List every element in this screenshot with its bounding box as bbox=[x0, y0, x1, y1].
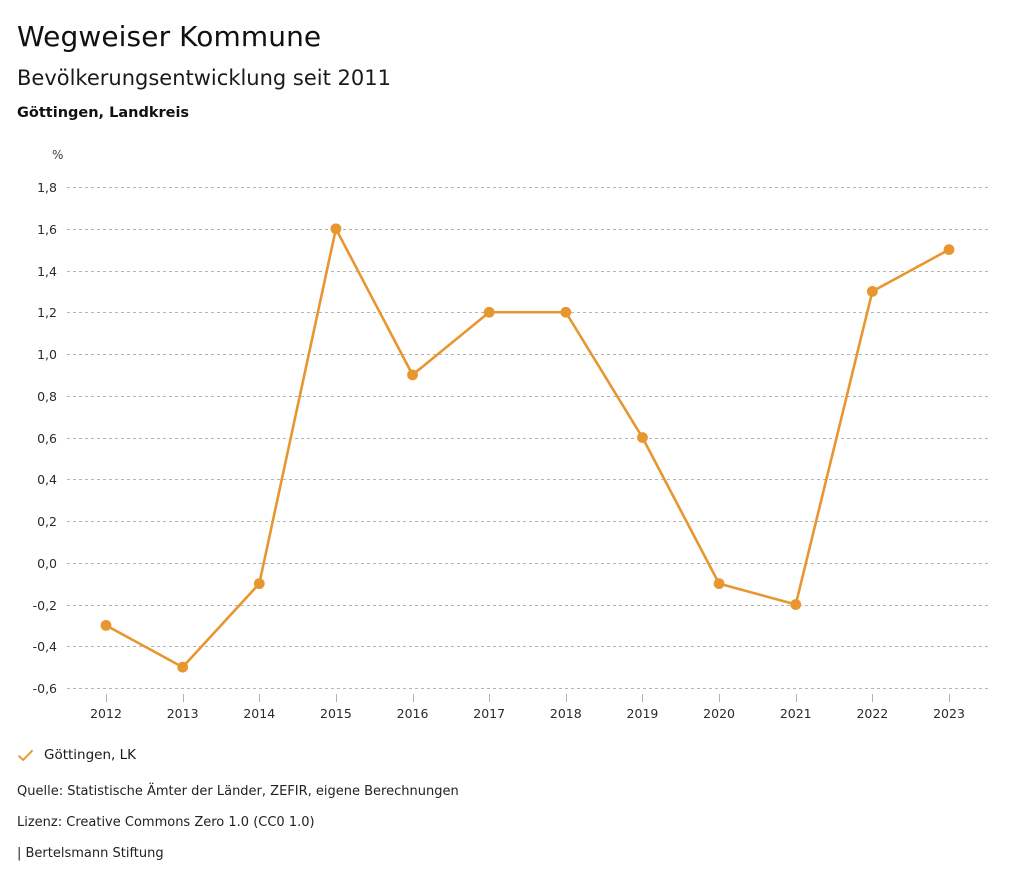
x-axis-ticks bbox=[106, 694, 950, 702]
y-axis-tick-label: 0,8 bbox=[37, 389, 57, 404]
page-title: Wegweiser Kommune bbox=[17, 20, 322, 53]
x-axis-tick-labels: 2012 2013 2014 2015 2016 2017 2018 2019 2020 2021… bbox=[90, 706, 965, 721]
data-point-marker[interactable] bbox=[943, 244, 955, 256]
data-point-marker[interactable] bbox=[330, 223, 342, 235]
y-axis-tick-label: 0,0 bbox=[37, 556, 57, 571]
x-axis-tick-label: 2022 bbox=[856, 706, 888, 721]
x-axis-tick-label: 2013 bbox=[167, 706, 199, 721]
y-axis-tick-label: 0,2 bbox=[37, 514, 57, 529]
chart-region-label: Göttingen, Landkreis bbox=[17, 105, 190, 121]
x-axis-tick-label: 2012 bbox=[90, 706, 122, 721]
grid-lines bbox=[67, 187, 990, 689]
x-axis-tick-label: 2021 bbox=[780, 706, 812, 721]
check-icon[interactable] bbox=[17, 747, 34, 764]
x-axis-tick-label: 2016 bbox=[397, 706, 429, 721]
y-axis-tick-label: 1,4 bbox=[37, 264, 57, 279]
data-point-marker[interactable] bbox=[713, 578, 725, 590]
data-point-marker[interactable] bbox=[407, 369, 418, 381]
y-axis-tick-labels: 1,8 1,6 1,4 1,2 1,0 0,8 0,6 0,4 0,2 0,0 -0,2 -0,4 -0… bbox=[33, 180, 57, 696]
data-point-marker[interactable] bbox=[177, 661, 189, 673]
y-axis-tick-label: 1,0 bbox=[37, 347, 57, 362]
data-point-marker[interactable] bbox=[253, 578, 265, 590]
data-point-marker[interactable] bbox=[100, 619, 112, 631]
y-axis-tick-label: 1,6 bbox=[37, 222, 57, 237]
y-axis-unit-label: % bbox=[52, 148, 63, 162]
data-point-marker[interactable] bbox=[560, 306, 572, 318]
chart-plot-area: 1,8 1,6 1,4 1,2 1,0 0,8 0,6 0,4 0,2 0,0 -0,2 -0,4 -0… bbox=[33, 148, 990, 721]
y-axis-tick-label: 1,8 bbox=[37, 180, 57, 195]
y-axis-tick-label: -0,6 bbox=[33, 681, 57, 696]
x-axis-tick-label: 2018 bbox=[550, 706, 582, 721]
data-point-marker[interactable] bbox=[790, 599, 802, 610]
x-axis-tick-label: 2019 bbox=[627, 706, 659, 721]
footer-publisher: | Bertelsmann Stiftung bbox=[17, 846, 164, 861]
footer-source: Quelle: Statistische Ämter der Länder, Z… bbox=[17, 784, 459, 799]
chart-footer: Quelle: Statistische Ämter der Länder, Z… bbox=[17, 784, 1007, 862]
footer-license: Lizenz: Creative Commons Zero 1.0 (CC0 1… bbox=[17, 815, 315, 830]
data-point-marker[interactable] bbox=[866, 285, 878, 297]
data-series bbox=[100, 223, 955, 673]
x-axis-tick-label: 2014 bbox=[243, 706, 275, 721]
x-axis-tick-label: 2017 bbox=[473, 706, 505, 721]
x-axis-tick-label: 2023 bbox=[933, 706, 965, 721]
legend-item-label: Göttingen, LK bbox=[44, 747, 137, 763]
y-axis-tick-label: 1,2 bbox=[37, 305, 57, 320]
data-point-marker[interactable] bbox=[483, 306, 495, 318]
x-axis-tick-label: 2015 bbox=[320, 706, 352, 721]
chart-legend[interactable]: Göttingen, LK bbox=[17, 745, 136, 765]
y-axis-tick-label: 0,6 bbox=[37, 431, 57, 446]
series-line bbox=[104, 227, 951, 669]
y-axis-tick-label: 0,4 bbox=[37, 472, 57, 487]
data-point-marker[interactable] bbox=[637, 432, 648, 443]
y-axis-tick-label: -0,4 bbox=[33, 639, 57, 654]
line-chart-svg: 1,8 1,6 1,4 1,2 1,0 0,8 0,6 0,4 0,2 0,0 -0,2 -0,4 -0… bbox=[33, 148, 990, 721]
chart-subtitle: Bevölkerungsentwicklung seit 2011 bbox=[17, 66, 391, 90]
x-axis-tick-label: 2020 bbox=[703, 706, 735, 721]
y-axis-tick-label: -0,2 bbox=[33, 598, 57, 613]
